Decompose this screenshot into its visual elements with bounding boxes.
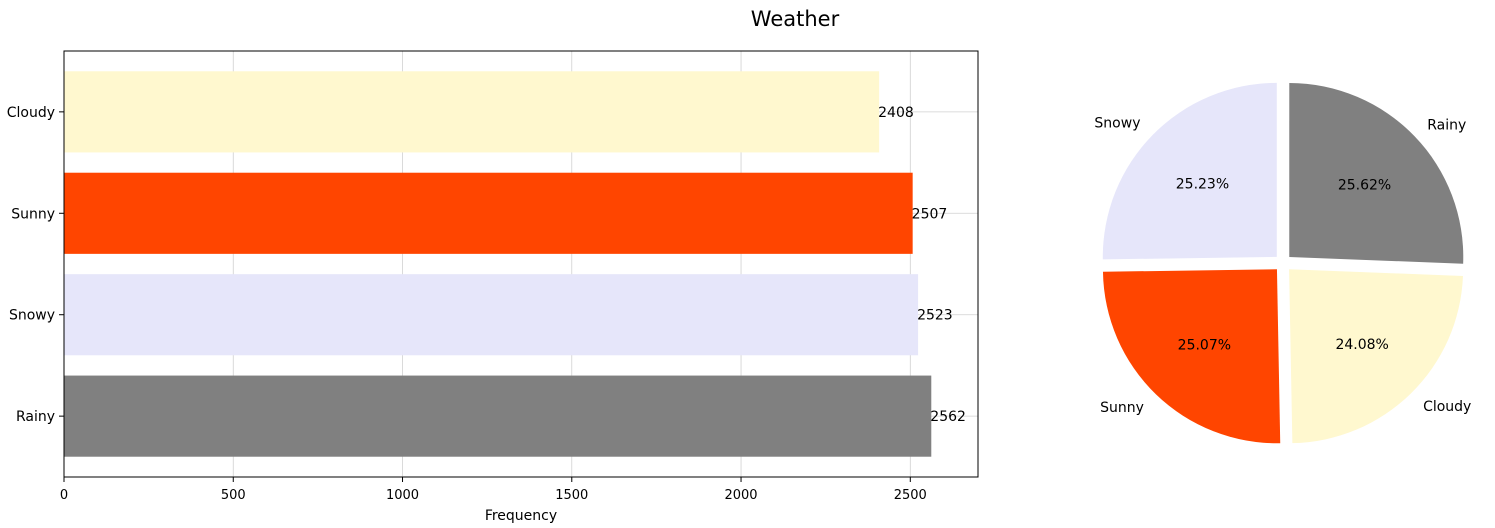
bar-x-tick-label: 0 [60, 488, 68, 503]
bar-x-axis-label: Frequency [485, 508, 557, 524]
bar-sunny [64, 172, 913, 254]
pie-percent-label: 24.08% [1335, 337, 1388, 353]
bar-series [64, 71, 932, 457]
pie-category-label: Snowy [1094, 116, 1140, 132]
bar-x-tick-label: 2500 [894, 488, 927, 503]
bar-y-tick-label: Rainy [16, 409, 55, 425]
figure-title: Weather [751, 7, 840, 31]
bar-y-axis: Rainy Snowy Sunny Cloudy [7, 105, 64, 425]
pie-slice-cloudy [1289, 269, 1463, 444]
pie-slice-sunny [1102, 269, 1281, 444]
pie-category-label: Rainy [1427, 117, 1466, 133]
pie-chart: 25.62% Rainy 24.08% Cloudy 25.07% Sunny 25.23%… [1094, 82, 1471, 444]
bar-chart: 0 500 1000 1500 2000 2500 Rainy Snowy Sunny Clou… [7, 50, 979, 524]
bar-x-tick-label: 1000 [386, 488, 419, 503]
bar-y-tick-label: Sunny [11, 206, 55, 222]
bar-data-label: 2408 [878, 105, 914, 121]
bar-x-tick-label: 1500 [555, 488, 588, 503]
pie-category-label: Cloudy [1423, 399, 1471, 415]
pie-slice-rainy [1289, 82, 1464, 264]
bar-data-labels: 2562 2523 2507 2408 [878, 105, 966, 425]
bar-rainy [64, 375, 932, 457]
pie-percent-label: 25.07% [1178, 337, 1231, 353]
bar-y-tick-label: Cloudy [7, 105, 55, 121]
bar-x-tick-label: 2000 [724, 488, 757, 503]
bar-y-tick-label: Snowy [9, 308, 55, 324]
pie-slice-snowy [1102, 82, 1277, 260]
bar-data-label: 2507 [912, 206, 948, 222]
bar-data-label: 2562 [930, 409, 966, 425]
bar-cloudy [64, 71, 880, 153]
bar-x-tick-label: 500 [221, 488, 246, 503]
pie-percent-label: 25.23% [1176, 177, 1229, 193]
bar-snowy [64, 274, 919, 356]
bar-plot-frame [63, 50, 979, 478]
pie-percent-label: 25.62% [1338, 178, 1391, 194]
bar-x-axis: 0 500 1000 1500 2000 2500 [60, 477, 927, 503]
bar-data-label: 2523 [917, 308, 953, 324]
pie-category-label: Sunny [1100, 400, 1144, 416]
